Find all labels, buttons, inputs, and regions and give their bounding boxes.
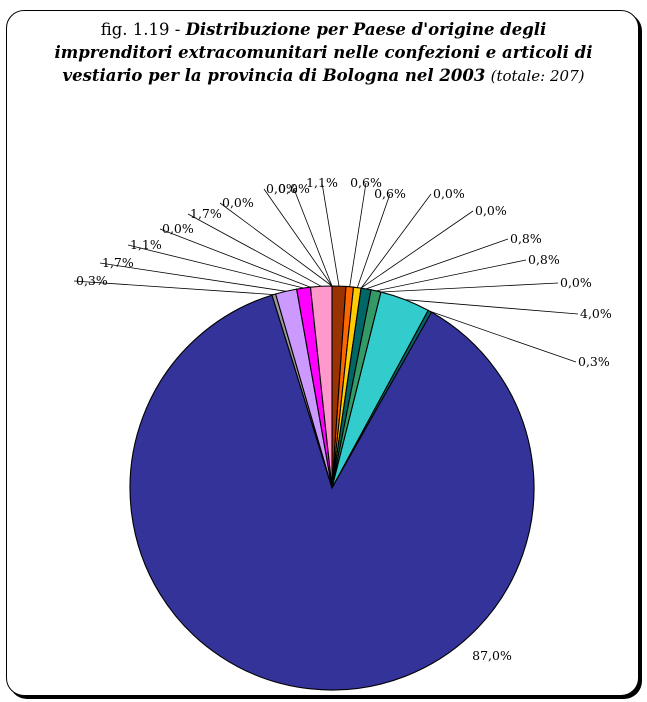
chart-title: fig. 1.19 - Distribuzione per Paese d'or… [40,18,607,88]
title-main: Distribuzione per Paese d'origine degli … [54,20,593,85]
data-label-1: 1,1% [306,175,338,190]
title-total: (totale: 207) [490,67,585,85]
data-label-7: 0,8% [528,252,560,267]
pie-slices [129,285,535,691]
leader-line-19 [293,188,333,287]
data-label-3: 0,6% [374,186,406,201]
leader-line-9 [405,299,579,315]
leader-line-6 [365,238,509,290]
leader-line-2 [349,182,367,287]
leader-line-13 [99,262,287,292]
data-label-15: 0,0% [162,221,194,236]
data-label-4: 0,0% [433,186,465,201]
leader-line-10 [429,310,577,363]
data-label-10: 0,3% [578,354,610,369]
data-label-9: 4,0% [580,306,612,321]
leader-line-5 [360,210,474,289]
data-label-16: 1,7% [190,206,222,221]
data-label-12: 0,3% [76,273,108,288]
data-label-19: 0,0% [278,181,310,196]
title-prefix: fig. 1.19 - [100,20,186,39]
data-label-13: 1,7% [102,255,134,270]
data-label-6: 0,8% [510,231,542,246]
leader-line-16 [187,213,322,287]
leader-line-14 [127,244,304,289]
leader-line-7 [376,259,527,292]
leader-line-18 [263,188,333,287]
leader-line-1 [321,182,340,287]
leader-line-12 [73,280,274,295]
data-label-17: 0,0% [222,195,254,210]
data-label-18: 0,0% [266,181,298,196]
data-label-2: 0,6% [350,175,382,190]
data-label-11: 87,0% [472,648,512,663]
pie-slice-11 [129,294,535,691]
leader-line-17 [219,202,333,287]
data-label-14: 1,1% [130,237,162,252]
pie-labels: 1,1% 0,6%0,6% 0,0%0,0%0,8%0,8%0,0%4,0%0,3%… [73,175,612,663]
data-label-8: 0,0% [560,275,592,290]
leader-line-3 [356,193,391,288]
data-label-5: 0,0% [475,203,507,218]
leader-line-8 [380,282,559,293]
leader-line-4 [360,193,432,289]
leader-line-15 [159,228,311,288]
